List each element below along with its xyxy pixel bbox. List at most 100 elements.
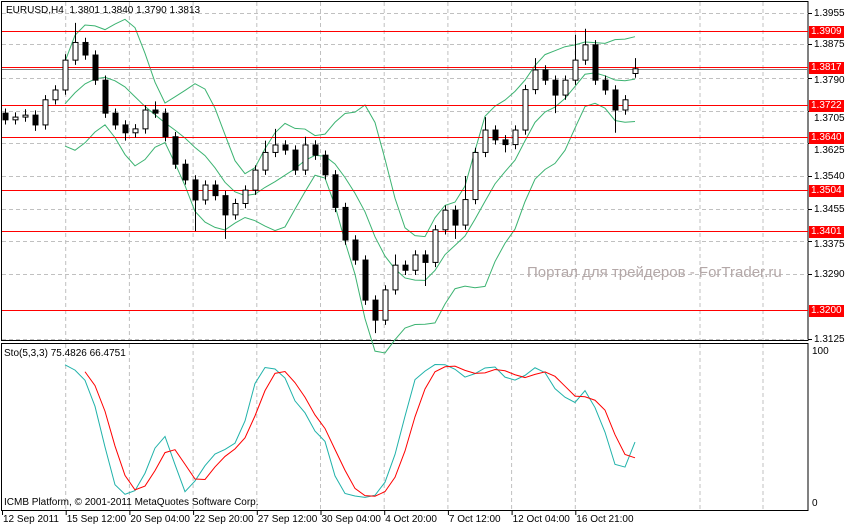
candle-bull — [562, 79, 569, 96]
price-tick-label: 1.3790 — [814, 74, 845, 86]
candle-bull — [142, 109, 149, 130]
high-value: 1.3840 — [102, 5, 134, 16]
candle-bull — [382, 289, 389, 321]
time-tick-label: 4 Oct 20:00 — [385, 514, 437, 525]
candle-bear — [152, 109, 159, 114]
candle-bear — [312, 144, 319, 156]
symbol-label: EURUSD,H4 — [6, 5, 64, 16]
candle-bear — [452, 209, 459, 226]
candle-bull — [72, 41, 79, 61]
time-tick-label: 27 Sep 12:00 — [257, 514, 318, 525]
close-value: 1.3813 — [169, 5, 201, 16]
candle-bull — [532, 69, 539, 91]
candle-bull — [462, 199, 469, 226]
level-price-label: 1.3722 — [809, 99, 844, 112]
candle-bear — [362, 259, 369, 301]
time-tick-label: 16 Oct 21:00 — [576, 514, 634, 525]
candle-bear — [32, 114, 39, 126]
candle-bull — [512, 129, 519, 146]
time-tick-label: 20 Sep 04:00 — [130, 514, 190, 525]
time-tick-label: 12 Oct 04:00 — [512, 514, 570, 525]
price-tick-label: 1.3125 — [814, 333, 845, 345]
candle-bear — [192, 179, 199, 201]
candle-bear — [102, 79, 109, 114]
open-value: 1.3801 — [69, 5, 100, 16]
time-tick-label: 15 Sep 12:00 — [66, 514, 127, 525]
candle-bull — [622, 99, 629, 111]
candle-bear — [352, 239, 359, 261]
candle-bear — [122, 124, 129, 134]
candle-bear — [342, 206, 349, 241]
candle-bear — [182, 163, 189, 181]
candle-bull — [522, 89, 529, 131]
stochastic-signal-line — [84, 365, 636, 497]
candle-bull — [42, 99, 49, 126]
candle-bear — [552, 79, 559, 96]
level-price-label: 1.3909 — [809, 25, 844, 38]
candle-bull — [262, 151, 269, 171]
price-tick-label: 1.3455 — [814, 203, 845, 215]
candle-bull — [392, 264, 399, 291]
candle-bull — [272, 144, 279, 153]
stochastic-min-label: 0 — [812, 498, 818, 509]
bollinger-middle-line — [64, 72, 636, 281]
price-tick-label: 1.3875 — [814, 38, 845, 50]
bollinger-upper-band — [64, 18, 636, 238]
candle-bull — [482, 129, 489, 153]
candle-bear — [282, 144, 289, 151]
time-tick-label: 30 Sep 04:00 — [321, 514, 382, 525]
candle-bull — [632, 68, 639, 74]
candle-bear — [592, 44, 599, 81]
candle-bear — [162, 112, 169, 138]
candle-bear — [222, 195, 229, 216]
level-price-label: 1.3640 — [809, 131, 844, 144]
price-tick-label: 1.3705 — [814, 112, 845, 124]
time-tick-label: 12 Sep 2011 — [3, 514, 59, 525]
copyright: ICMB Platform, © 2001-2011 MetaQuotes So… — [4, 497, 259, 508]
candle-bear — [602, 79, 609, 91]
level-price-label: 1.3200 — [809, 304, 844, 317]
candle-bear — [332, 174, 339, 208]
watermark: Портал для трейдеров - ForTrader.ru — [527, 264, 782, 281]
bollinger-lower-band — [64, 102, 636, 354]
candle-bull — [52, 89, 59, 101]
candle-bull — [302, 144, 309, 171]
candle-bull — [572, 59, 579, 81]
time-tick-label: 7 Oct 12:00 — [448, 514, 501, 525]
candle-bear — [112, 112, 119, 126]
candle-bull — [132, 128, 139, 134]
level-price-label: 1.3817 — [809, 61, 844, 74]
candle-bull — [412, 254, 419, 271]
candle-bear — [322, 154, 329, 176]
candle-bear — [422, 254, 429, 263]
level-price-label: 1.3504 — [809, 184, 844, 197]
candle-bull — [242, 189, 249, 204]
time-tick-label: 22 Sep 20:00 — [194, 514, 254, 525]
candle-bear — [212, 184, 219, 197]
candle-bear — [2, 112, 9, 121]
candle-bear — [92, 54, 99, 81]
stochastic-max-label: 100 — [812, 346, 829, 357]
candle-bear — [82, 41, 89, 56]
candle-bull — [22, 114, 29, 118]
candle-bull — [232, 202, 239, 216]
level-price-label: 1.3401 — [809, 225, 844, 238]
candle-bull — [202, 184, 209, 201]
main-panel-frame — [1, 1, 809, 341]
candle-bear — [402, 264, 409, 271]
price-tick-label: 1.3375 — [814, 238, 845, 250]
candle-bear — [502, 139, 509, 146]
indicator-panel-frame — [1, 343, 809, 511]
candle-bull — [62, 59, 69, 91]
candle-bear — [172, 136, 179, 165]
stochastic-main-line — [64, 364, 636, 498]
candle-bull — [432, 229, 439, 263]
stochastic-title: Sto(5,3,3) 75.4826 66.4751 — [4, 348, 126, 359]
low-value: 1.3790 — [136, 5, 167, 16]
candle-bull — [582, 44, 589, 61]
price-tick-label: 1.3540 — [814, 170, 845, 182]
chart-header: EURUSD,H4 1.3801 1.3840 1.3790 1.3813 — [6, 5, 200, 17]
candle-bear — [292, 149, 299, 171]
candle-bear — [542, 69, 549, 81]
